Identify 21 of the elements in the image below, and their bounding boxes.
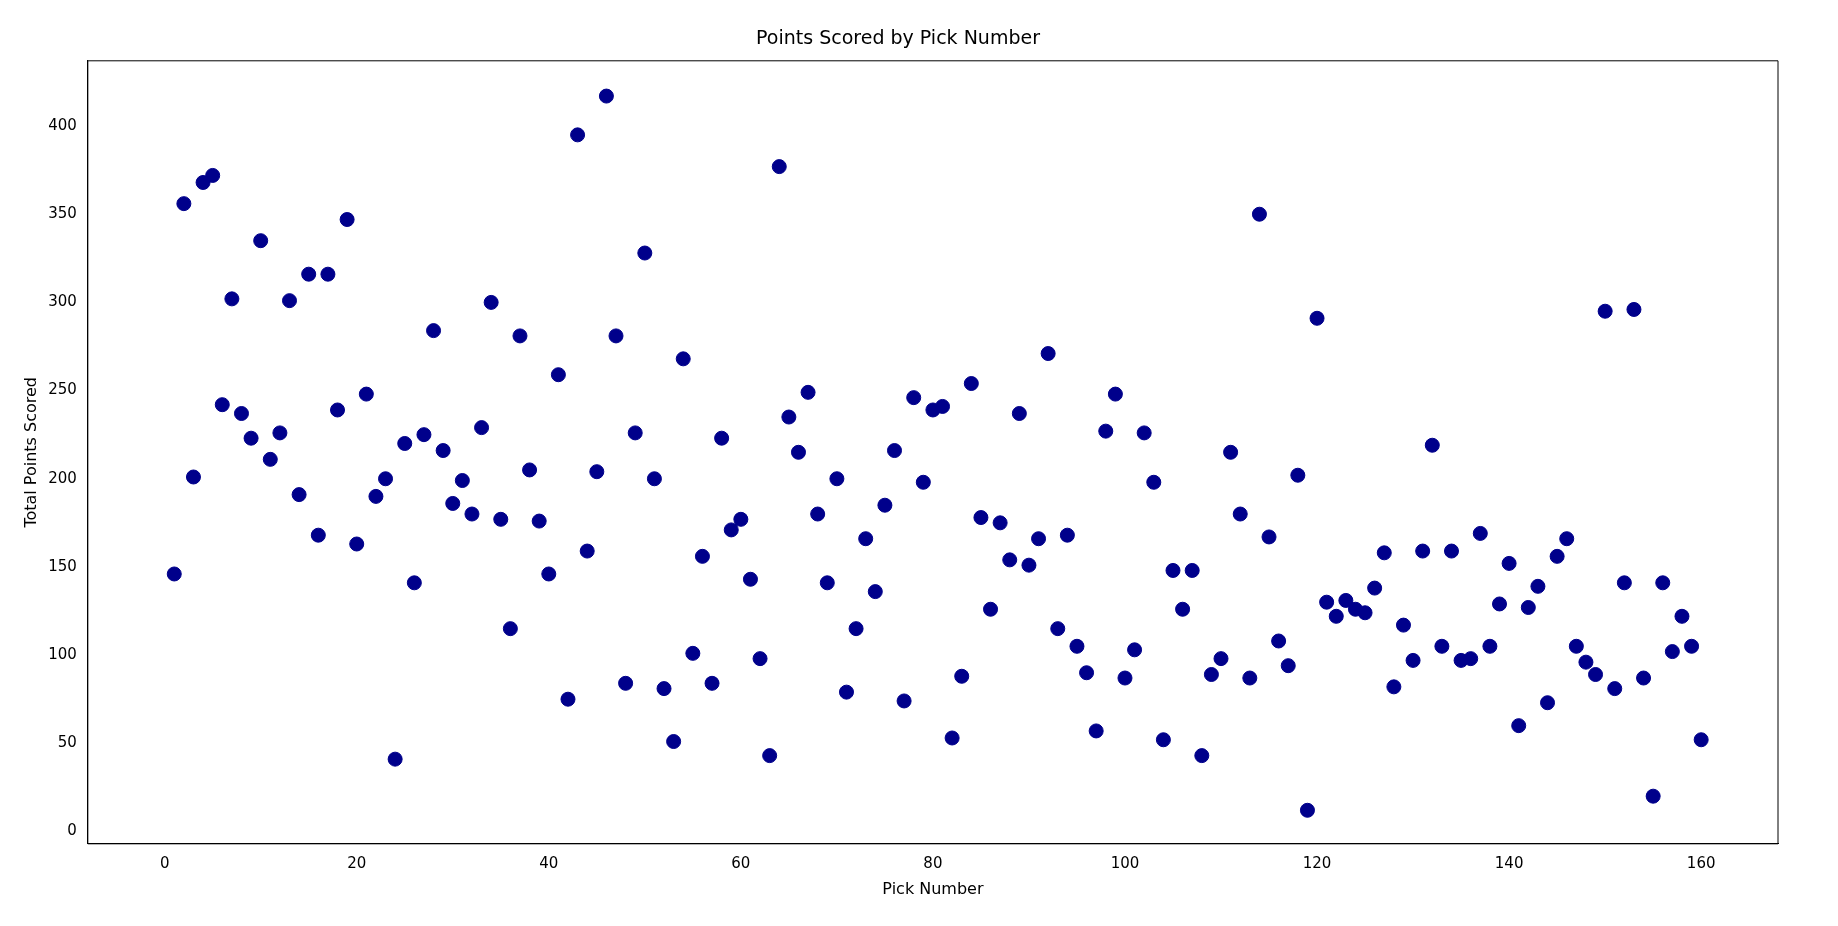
x-tick-label: 100 (1110, 853, 1140, 872)
y-tick-label: 300 (48, 292, 77, 311)
y-tick-label: 350 (48, 204, 77, 223)
x-tick-label: 20 (347, 853, 367, 872)
x-tick-label: 0 (159, 853, 170, 872)
x-tick-label: 140 (1494, 853, 1524, 872)
y-tick-label: 250 (48, 380, 77, 399)
x-axis-title: Pick Number (882, 878, 984, 898)
y-tick-label: 0 (67, 821, 77, 840)
y-tick-label: 150 (48, 556, 77, 575)
x-tick-label: 80 (923, 853, 943, 872)
y-tick-label: 50 (57, 733, 77, 752)
x-tick-label: 120 (1302, 853, 1332, 872)
y-tick-label: 100 (48, 644, 77, 663)
y-axis-title: Total Points Scored (20, 377, 40, 529)
x-tick-label: 40 (539, 853, 559, 872)
x-tick-label: 160 (1686, 853, 1716, 872)
y-tick-label: 200 (48, 468, 77, 487)
chart-title: Points Scored by Pick Number (756, 26, 1041, 49)
x-tick-label: 60 (731, 853, 751, 872)
y-tick-label: 400 (48, 115, 77, 134)
